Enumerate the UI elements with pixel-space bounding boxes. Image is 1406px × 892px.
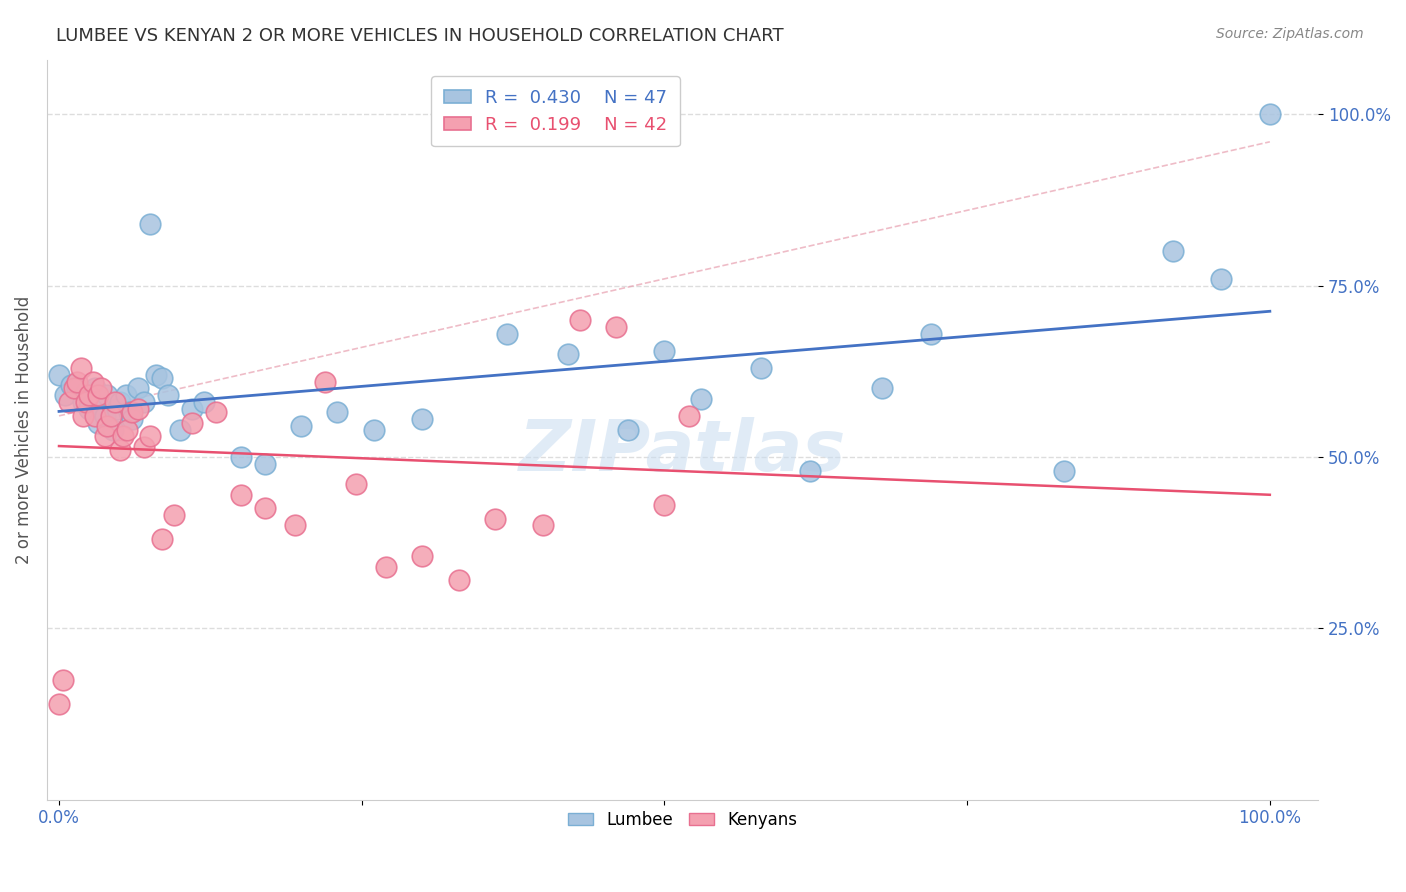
Point bbox=[66, 375, 89, 389]
Point bbox=[72, 409, 94, 423]
Point bbox=[48, 368, 70, 382]
Point bbox=[314, 375, 336, 389]
Point bbox=[557, 347, 579, 361]
Point bbox=[139, 217, 162, 231]
Point bbox=[531, 518, 554, 533]
Point bbox=[1053, 464, 1076, 478]
Point bbox=[75, 384, 97, 399]
Point bbox=[344, 477, 367, 491]
Point bbox=[105, 402, 128, 417]
Point bbox=[127, 381, 149, 395]
Point bbox=[163, 508, 186, 523]
Point bbox=[103, 423, 125, 437]
Text: ZIPatlas: ZIPatlas bbox=[519, 417, 846, 486]
Point bbox=[799, 464, 821, 478]
Point bbox=[654, 343, 676, 358]
Point bbox=[75, 395, 97, 409]
Point bbox=[284, 518, 307, 533]
Point bbox=[48, 697, 70, 711]
Legend: Lumbee, Kenyans: Lumbee, Kenyans bbox=[561, 805, 804, 836]
Point bbox=[253, 501, 276, 516]
Point bbox=[411, 412, 433, 426]
Point bbox=[169, 423, 191, 437]
Point bbox=[69, 360, 91, 375]
Point bbox=[617, 423, 640, 437]
Point bbox=[66, 381, 89, 395]
Point bbox=[90, 381, 112, 395]
Point bbox=[90, 402, 112, 417]
Point bbox=[121, 405, 143, 419]
Text: Source: ZipAtlas.com: Source: ZipAtlas.com bbox=[1216, 27, 1364, 41]
Point bbox=[87, 388, 110, 402]
Point bbox=[678, 409, 700, 423]
Point bbox=[1258, 107, 1281, 121]
Point bbox=[132, 395, 155, 409]
Point bbox=[496, 326, 519, 341]
Point bbox=[749, 360, 772, 375]
Point bbox=[62, 381, 84, 395]
Point bbox=[77, 402, 100, 417]
Point bbox=[121, 412, 143, 426]
Point bbox=[108, 395, 131, 409]
Point bbox=[112, 429, 135, 443]
Point bbox=[108, 443, 131, 458]
Point bbox=[920, 326, 942, 341]
Point bbox=[689, 392, 711, 406]
Point bbox=[1211, 272, 1233, 286]
Point bbox=[229, 488, 252, 502]
Point bbox=[52, 673, 75, 687]
Point bbox=[326, 405, 349, 419]
Point bbox=[872, 381, 894, 395]
Text: LUMBEE VS KENYAN 2 OR MORE VEHICLES IN HOUSEHOLD CORRELATION CHART: LUMBEE VS KENYAN 2 OR MORE VEHICLES IN H… bbox=[56, 27, 785, 45]
Point bbox=[193, 395, 215, 409]
Point bbox=[72, 395, 94, 409]
Point bbox=[84, 381, 107, 395]
Point bbox=[484, 511, 506, 525]
Point bbox=[60, 378, 83, 392]
Point bbox=[181, 402, 204, 417]
Point bbox=[132, 440, 155, 454]
Point bbox=[229, 450, 252, 464]
Point bbox=[58, 395, 80, 409]
Point bbox=[77, 388, 100, 402]
Point bbox=[181, 416, 204, 430]
Point bbox=[205, 405, 228, 419]
Point bbox=[139, 429, 162, 443]
Point bbox=[96, 419, 118, 434]
Point bbox=[94, 429, 117, 443]
Point bbox=[84, 409, 107, 423]
Point bbox=[53, 388, 76, 402]
Point bbox=[150, 371, 173, 385]
Point bbox=[127, 402, 149, 417]
Point bbox=[96, 388, 118, 402]
Point bbox=[374, 559, 396, 574]
Point bbox=[605, 319, 627, 334]
Y-axis label: 2 or more Vehicles in Household: 2 or more Vehicles in Household bbox=[15, 295, 32, 564]
Point bbox=[363, 423, 385, 437]
Point bbox=[145, 368, 167, 382]
Point bbox=[115, 423, 138, 437]
Point bbox=[104, 395, 127, 409]
Point bbox=[82, 395, 104, 409]
Point bbox=[654, 498, 676, 512]
Point bbox=[447, 574, 470, 588]
Point bbox=[94, 409, 117, 423]
Point bbox=[114, 388, 136, 402]
Point bbox=[150, 532, 173, 546]
Point bbox=[87, 416, 110, 430]
Point bbox=[411, 549, 433, 564]
Point bbox=[118, 405, 141, 419]
Point bbox=[568, 313, 591, 327]
Point bbox=[253, 457, 276, 471]
Point bbox=[1161, 244, 1184, 259]
Point bbox=[290, 419, 312, 434]
Point bbox=[156, 388, 179, 402]
Point bbox=[82, 375, 104, 389]
Point bbox=[100, 409, 122, 423]
